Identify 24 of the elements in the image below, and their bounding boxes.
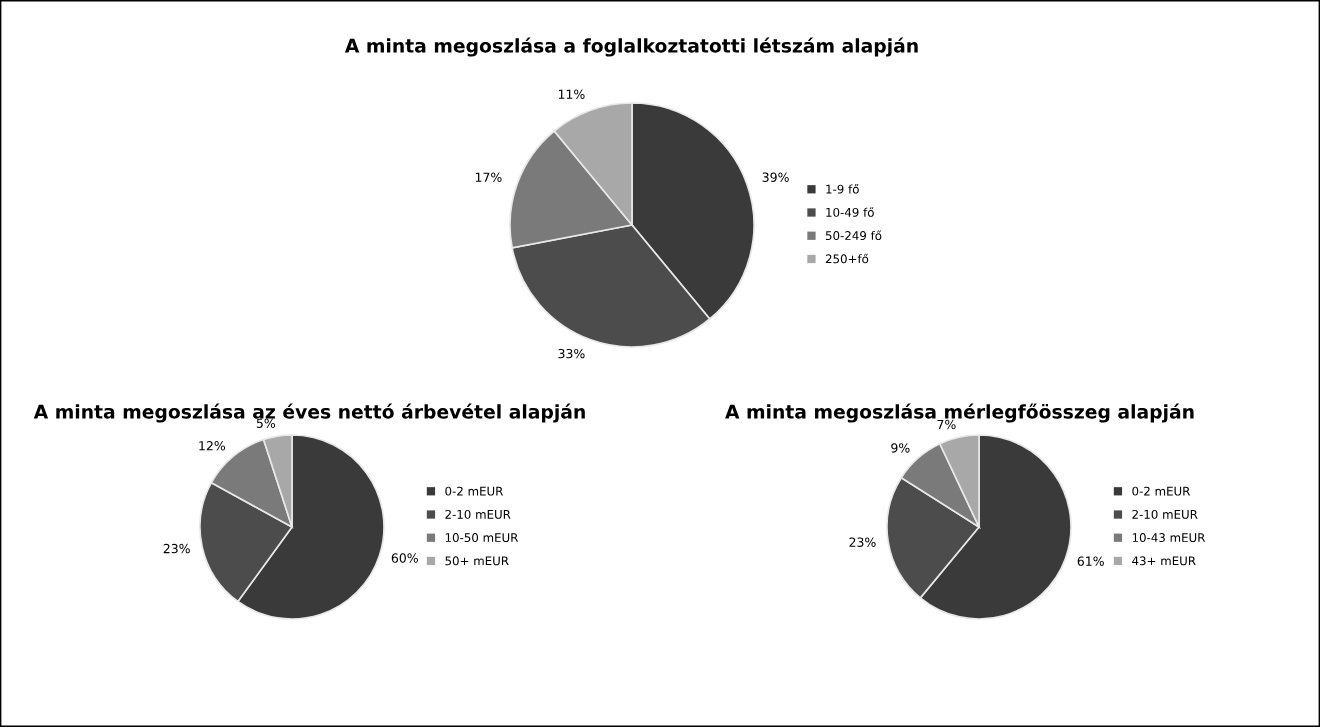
legend-label: 10-49 fő (826, 207, 874, 217)
data-label: 17% (475, 172, 502, 182)
legend-label: 0-2 mEUR (1132, 486, 1191, 496)
chart-title: A minta megoszlása a foglalkoztatotti létszám alapján (344, 37, 918, 57)
legend-label: 10-43 mEUR (1132, 533, 1206, 543)
data-label: 9% (891, 443, 910, 453)
legend-label: 2-10 mEUR (1132, 509, 1198, 519)
data-label: 23% (163, 543, 190, 554)
data-label: 11% (558, 89, 585, 99)
data-label: 12% (199, 441, 226, 451)
legend-label: 50+ mEUR (445, 556, 509, 566)
legend-label: 2-10 mEUR (445, 509, 511, 519)
data-label: 5% (256, 418, 276, 428)
legend-label: 1-9 fő (826, 183, 859, 194)
legend-label: 10-50 mEUR (445, 533, 519, 543)
data-label: 33% (558, 348, 585, 359)
data-label: 61% (1077, 556, 1104, 566)
legend-label: 0-2 mEUR (445, 486, 504, 496)
data-label: 23% (849, 537, 876, 547)
data-label: 39% (762, 172, 789, 182)
data-label: 60% (391, 553, 418, 563)
legend-label: 250+fő (825, 253, 869, 264)
legend-label: 50-249 fő (825, 230, 882, 241)
legend-label: 43+ mEUR (1132, 556, 1196, 566)
